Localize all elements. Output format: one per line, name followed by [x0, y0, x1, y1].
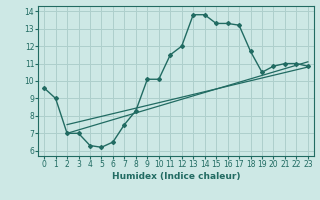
X-axis label: Humidex (Indice chaleur): Humidex (Indice chaleur) — [112, 172, 240, 181]
